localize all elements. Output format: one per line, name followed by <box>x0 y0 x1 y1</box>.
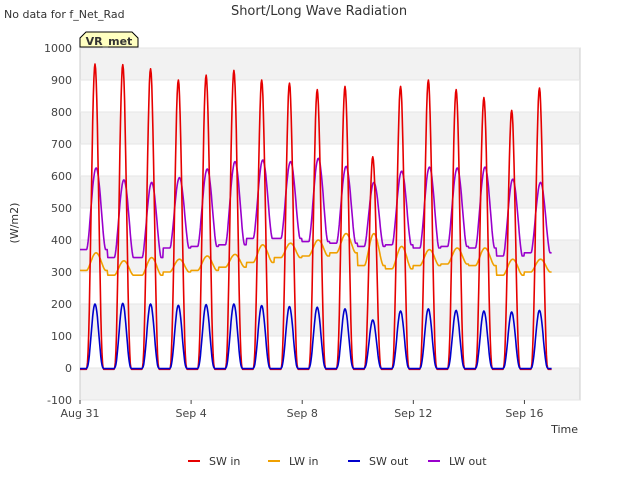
y-axis-ticks: -100 0 100 200 300 400 500 600 700 800 900 1000 <box>44 42 72 407</box>
grid-band <box>80 112 580 144</box>
series-lw-in-line <box>79 232 552 276</box>
x-axis-label: Time <box>550 423 578 436</box>
legend-label: LW in <box>289 455 319 468</box>
plot-background-bands <box>80 48 580 400</box>
y-tick-label: 400 <box>51 234 72 247</box>
y-tick-label: 600 <box>51 170 72 183</box>
chart-title: Short/Long Wave Radiation <box>231 4 407 19</box>
badge-label: VR_met <box>86 35 133 48</box>
y-tick-label: 900 <box>51 74 72 87</box>
legend-label: LW out <box>449 455 487 468</box>
grid-band <box>80 176 580 208</box>
x-tick-label: Sep 4 <box>175 407 206 420</box>
y-tick-label: 800 <box>51 106 72 119</box>
x-axis-ticks: Aug 31 Sep 4 Sep 8 Sep 12 Sep 16 <box>61 400 544 420</box>
y-tick-label: 500 <box>51 202 72 215</box>
grid-band <box>80 48 580 80</box>
y-tick-label: 100 <box>51 330 72 343</box>
x-tick-label: Aug 31 <box>61 407 100 420</box>
y-tick-label: 0 <box>65 362 72 375</box>
y-tick-label: 300 <box>51 266 72 279</box>
series-layer <box>79 63 552 371</box>
grid-band <box>80 368 580 400</box>
grid-band <box>80 304 580 336</box>
vr-met-badge: VR_met <box>79 31 139 48</box>
series-lw-out-line <box>79 157 552 259</box>
y-tick-label: 700 <box>51 138 72 151</box>
x-tick-label: Sep 12 <box>394 407 432 420</box>
legend: SW in LW in SW out LW out <box>188 455 487 468</box>
y-tick-label: 1000 <box>44 42 72 55</box>
series-sw-out-line <box>79 302 552 370</box>
no-data-note: No data for f_Net_Rad <box>4 8 125 21</box>
y-tick-label: 200 <box>51 298 72 311</box>
y-tick-label: -100 <box>47 394 72 407</box>
legend-label: SW out <box>369 455 409 468</box>
legend-label: SW in <box>209 455 240 468</box>
y-axis-label: (W/m2) <box>8 203 21 244</box>
gridlines <box>80 47 580 401</box>
x-tick-label: Sep 8 <box>287 407 318 420</box>
x-tick-label: Sep 16 <box>505 407 543 420</box>
